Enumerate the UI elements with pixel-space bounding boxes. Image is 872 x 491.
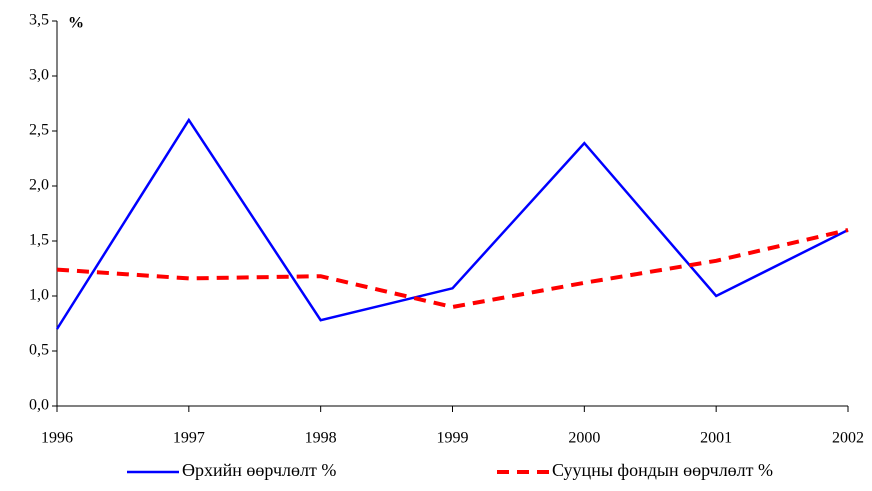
x-tick-label: 1996 — [41, 430, 73, 447]
series-line — [56, 228, 849, 310]
x-tick-label: 2002 — [832, 430, 864, 447]
y-tick-label: 3,5 — [29, 12, 49, 29]
y-tick-label: 0,0 — [29, 397, 49, 414]
x-tick-label: 1999 — [437, 430, 469, 447]
y-tick-label: 2,5 — [29, 122, 49, 139]
x-tick-label: 1998 — [305, 430, 337, 447]
series-line — [55, 117, 849, 330]
x-tick-label: 1997 — [173, 430, 205, 447]
y-tick-label: 0,5 — [29, 342, 49, 359]
y-axis-label: % — [68, 15, 84, 32]
y-tick-label: 3,0 — [29, 67, 49, 84]
y-tick-label: 1,5 — [29, 232, 49, 249]
legend-label: Өрхийн өөрчлөлт % — [182, 460, 336, 480]
y-tick-label: 2,0 — [29, 177, 49, 194]
x-tick-label: 2000 — [568, 430, 600, 447]
y-tick-label: 1,0 — [29, 287, 49, 304]
legend-label: Сууцны фондын өөрчлөлт % — [552, 460, 773, 480]
x-tick-label: 2001 — [700, 430, 732, 447]
